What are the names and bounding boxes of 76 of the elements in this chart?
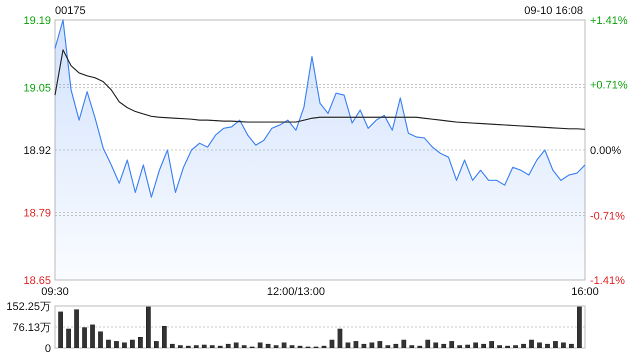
bar <box>393 344 398 348</box>
text: 09-10 16:08 <box>524 5 583 17</box>
bar <box>178 345 183 348</box>
bar <box>66 328 71 348</box>
bar <box>465 344 470 348</box>
y2-tick-label: +1.41% <box>590 14 628 27</box>
y2-tick-label: 0.00% <box>590 144 622 157</box>
bar <box>258 342 263 348</box>
bar <box>346 342 350 348</box>
bar <box>138 336 143 348</box>
bar <box>266 344 271 348</box>
bar <box>513 345 518 348</box>
y2-tick-label: -0.71% <box>590 210 626 222</box>
bar <box>330 340 334 348</box>
bar <box>162 326 167 348</box>
bar <box>409 345 414 348</box>
bar <box>385 345 390 348</box>
x-tick-label: 09:30 <box>41 286 69 298</box>
bar <box>114 341 119 348</box>
bar <box>537 342 542 348</box>
y2-tick-label: -1.41% <box>590 274 626 287</box>
bar <box>274 345 278 348</box>
y-tick-label: 0 <box>44 342 51 355</box>
bar <box>226 344 231 348</box>
bar <box>481 344 486 348</box>
y2-tick-label: +0.71% <box>590 79 628 92</box>
bar <box>401 340 406 348</box>
y-tick-label: 18.65 <box>23 274 51 287</box>
line-series <box>54 49 586 130</box>
bar <box>242 345 247 348</box>
y-tick-label: 152.25万 <box>6 300 51 313</box>
bar <box>561 342 566 348</box>
bar <box>170 344 175 348</box>
y-tick-label: 19.05 <box>23 82 51 94</box>
x-tick-label: 16:00 <box>571 286 599 298</box>
bar <box>529 340 534 348</box>
bar <box>74 309 79 348</box>
bar <box>569 344 574 348</box>
bar <box>58 312 63 348</box>
bar <box>290 345 294 348</box>
bar <box>377 341 382 348</box>
bar <box>369 342 374 348</box>
bar <box>449 341 454 348</box>
bar <box>234 342 239 348</box>
x-tick-label: 12:00/13:00 <box>266 286 325 298</box>
bar <box>362 344 366 348</box>
bar <box>122 342 127 348</box>
bar <box>82 327 87 348</box>
bar <box>154 341 159 348</box>
chart-title: 00175 <box>55 5 86 17</box>
bar <box>577 306 582 348</box>
bar <box>282 342 286 348</box>
bar <box>338 328 342 348</box>
bar <box>90 324 95 348</box>
bar <box>473 342 478 348</box>
bar <box>146 306 151 348</box>
bar <box>489 341 494 348</box>
bar <box>194 345 199 348</box>
bar <box>210 345 215 348</box>
bar <box>553 341 558 348</box>
y-tick-label: 18.79 <box>23 207 51 220</box>
bar <box>354 341 358 348</box>
bar <box>202 344 207 348</box>
bar <box>441 344 446 348</box>
bar <box>98 331 103 348</box>
bar <box>130 340 135 348</box>
bar <box>106 340 111 348</box>
bar <box>545 344 550 348</box>
y-tick-label: 18.92 <box>23 144 51 157</box>
y-tick-label: 19.19 <box>23 14 51 27</box>
y-tick-label: 76.13万 <box>12 322 51 334</box>
bar <box>425 340 430 348</box>
bar <box>521 344 526 348</box>
bar <box>457 345 462 348</box>
bar <box>433 342 438 348</box>
bar <box>497 345 502 348</box>
